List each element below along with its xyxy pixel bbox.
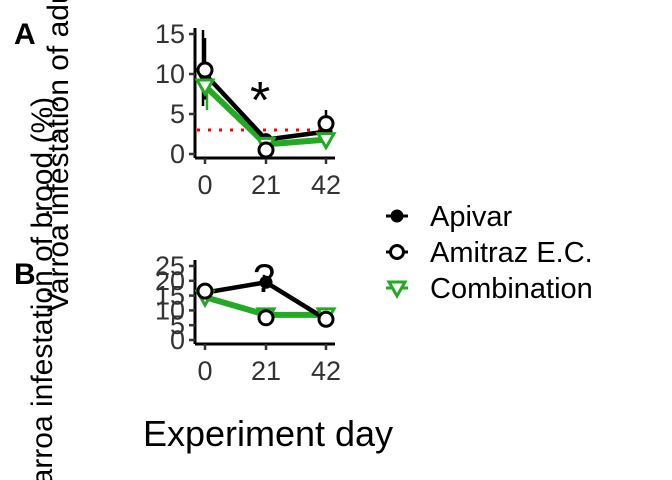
data-point-combination	[315, 132, 337, 151]
panel-a-series	[194, 30, 337, 159]
y-tick-label: 5	[170, 99, 185, 129]
panel-a-ticks: 0 5 10 15 0 21 42	[155, 19, 341, 200]
legend-label-apivar: Apivar	[430, 201, 513, 233]
y-tick-label: 10	[155, 295, 185, 325]
legend: Apivar Amitraz E.C. Combination	[386, 201, 593, 305]
x-tick-label: 21	[251, 356, 281, 386]
x-tick-label: 0	[197, 356, 212, 386]
x-axis-label: Experiment day	[143, 413, 393, 454]
legend-item-amitraz: Amitraz E.C.	[386, 237, 593, 269]
data-point-amitraz	[196, 61, 214, 79]
legend-item-combination: Combination	[386, 273, 593, 305]
panel-a-significance: *	[250, 72, 270, 130]
y-tick-label: 0	[170, 139, 185, 169]
y-tick-label: 5	[170, 310, 185, 340]
y-tick-label: 10	[155, 59, 185, 89]
legend-marker-open-circle	[389, 244, 405, 260]
data-point-amitraz	[257, 309, 275, 327]
legend-item-apivar: Apivar	[386, 201, 513, 233]
data-point-amitraz	[317, 310, 335, 328]
panel-a: A 0 5 10 15 0 21 42 *	[14, 18, 341, 200]
data-point-apivar	[259, 275, 273, 289]
panel-b-series	[194, 274, 337, 328]
legend-label-combination: Combination	[430, 273, 593, 305]
y-tick-label: 15	[155, 19, 185, 49]
y-tick-label: 0	[170, 325, 185, 355]
legend-label-amitraz: Amitraz E.C.	[430, 237, 593, 269]
legend-marker-filled-circle	[390, 209, 404, 223]
y-tick-label: 25	[155, 251, 185, 281]
panel-b-annotation: ?	[253, 257, 275, 301]
panel-a-letter: A	[14, 18, 36, 51]
x-tick-label: 42	[311, 356, 341, 386]
y-tick-label: 15	[155, 281, 185, 311]
x-tick-label: 21	[251, 170, 281, 200]
x-tick-label: 0	[197, 170, 212, 200]
panel-a-y-label: Varroa infestation of adult bees (%)	[42, 0, 75, 312]
data-point-amitraz	[196, 282, 214, 300]
x-tick-label: 42	[311, 170, 341, 200]
panel-b-letter: B	[14, 258, 36, 291]
data-point-amitraz	[317, 115, 335, 133]
panel-b-y-label: Varroa infestation of brood (%)	[26, 97, 59, 480]
data-point-amitraz	[257, 141, 275, 159]
legend-marker-open-triangle	[386, 280, 408, 300]
y-tick-label: 20	[155, 266, 185, 296]
data-point-combination	[194, 78, 216, 98]
